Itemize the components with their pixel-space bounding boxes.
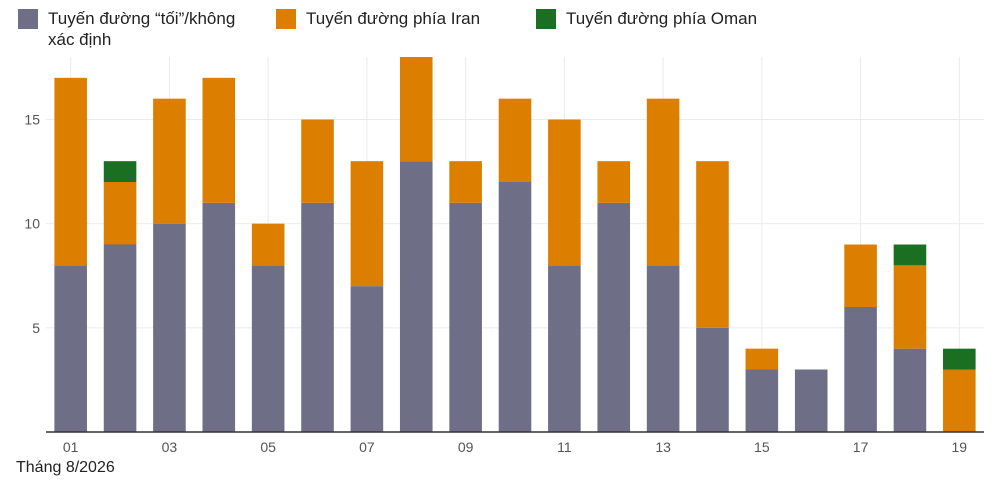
bar-segment-series-0-10 <box>498 182 532 432</box>
y-tick-label: 15 <box>24 112 40 128</box>
legend-item-oman-route: Tuyến đường phía Oman <box>536 8 757 50</box>
bar-segment-series-2-19 <box>943 348 976 370</box>
bar-segment-series-1-04 <box>202 77 236 203</box>
x-tick-label: 19 <box>952 439 968 455</box>
bar-segment-series-0-15 <box>745 369 779 432</box>
bar-segment-series-0-06 <box>301 202 334 432</box>
legend-swatch-oman-route <box>536 9 556 29</box>
bar-segment-series-0-02 <box>103 244 137 432</box>
x-tick-label: 09 <box>458 439 474 455</box>
x-tick-label: 03 <box>162 439 178 455</box>
bar-segment-series-0-09 <box>449 202 482 432</box>
x-tick-label: 01 <box>63 439 79 455</box>
chart-legend: Tuyến đường “tối”/không xác định Tuyến đ… <box>18 8 757 50</box>
legend-item-dark-route: Tuyến đường “tối”/không xác định <box>18 8 256 50</box>
bar-segment-series-0-18 <box>893 348 927 432</box>
bar-segment-series-0-17 <box>844 307 877 432</box>
bar-segment-series-0-16 <box>794 369 828 432</box>
x-tick-label: 07 <box>359 439 375 455</box>
bar-segment-series-0-05 <box>251 265 285 432</box>
bar-segment-series-1-02 <box>103 182 137 245</box>
y-tick-label: 10 <box>24 216 40 232</box>
x-tick-label: 11 <box>557 439 572 455</box>
legend-label-oman-route: Tuyến đường phía Oman <box>566 9 758 28</box>
x-axis-date-label: Tháng 8/2026 <box>16 459 115 476</box>
bar-segment-series-0-07 <box>350 286 384 432</box>
bar-segment-series-0-04 <box>202 202 236 432</box>
bar-segment-series-2-02 <box>103 161 137 182</box>
legend-label-iran-route: Tuyến đường phía Iran <box>306 9 481 28</box>
bar-segment-series-1-18 <box>893 265 927 349</box>
x-tick-label: 13 <box>655 439 671 455</box>
bar-segment-series-1-03 <box>153 98 186 224</box>
bar-segment-series-1-01 <box>54 77 87 266</box>
bar-segment-series-1-12 <box>597 161 631 203</box>
bar-segment-series-0-11 <box>548 265 581 432</box>
bar-segment-series-2-18 <box>893 244 927 266</box>
x-tick-label: 05 <box>260 439 276 455</box>
bar-segment-series-0-08 <box>399 161 433 432</box>
bar-segment-series-1-11 <box>548 119 581 266</box>
bar-segment-series-1-05 <box>251 223 285 266</box>
x-tick-label: 17 <box>853 439 869 455</box>
bar-segment-series-0-01 <box>54 265 87 432</box>
bar-segment-series-1-06 <box>301 119 334 203</box>
x-tick-label: 15 <box>754 439 770 455</box>
y-tick-label: 5 <box>32 320 40 336</box>
legend-label-dark-route: Tuyến đường “tối”/không xác định <box>48 9 236 49</box>
legend-swatch-dark-route <box>18 9 38 29</box>
bar-segment-series-1-15 <box>745 348 779 370</box>
bar-segment-series-1-13 <box>646 98 680 266</box>
bar-segment-series-1-14 <box>696 161 729 328</box>
bar-segment-series-0-03 <box>153 223 186 432</box>
bar-segment-series-0-14 <box>696 327 729 432</box>
bar-segment-series-1-17 <box>844 244 877 307</box>
bar-segment-series-1-08 <box>399 57 433 162</box>
bar-segment-series-1-19 <box>943 369 976 432</box>
bar-segment-series-1-09 <box>449 161 482 203</box>
bar-segment-series-0-12 <box>597 202 631 432</box>
bar-segment-series-0-13 <box>646 265 680 432</box>
bar-segment-series-1-07 <box>350 161 384 287</box>
bar-segment-series-1-10 <box>498 98 532 182</box>
legend-swatch-iran-route <box>276 9 296 29</box>
legend-item-iran-route: Tuyến đường phía Iran <box>276 8 516 50</box>
